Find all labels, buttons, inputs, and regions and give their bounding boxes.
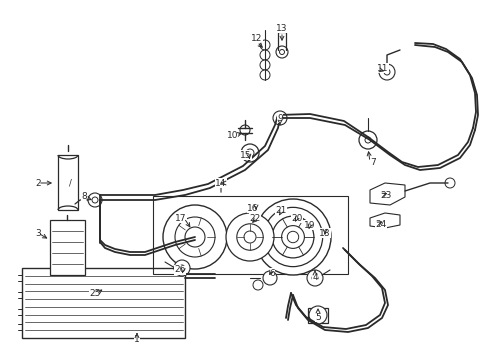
Polygon shape — [370, 213, 400, 228]
Text: 20: 20 — [292, 213, 303, 222]
Circle shape — [260, 60, 270, 70]
Text: 12: 12 — [251, 33, 263, 42]
Text: 6: 6 — [269, 269, 275, 278]
Circle shape — [359, 131, 377, 149]
Circle shape — [263, 207, 322, 267]
Circle shape — [309, 306, 327, 324]
Circle shape — [273, 111, 287, 125]
Circle shape — [92, 197, 98, 203]
Polygon shape — [370, 183, 405, 205]
Circle shape — [272, 216, 314, 258]
Circle shape — [185, 227, 205, 247]
Text: 1: 1 — [134, 336, 140, 345]
Circle shape — [287, 231, 299, 243]
Circle shape — [174, 260, 190, 276]
Text: 4: 4 — [312, 274, 318, 283]
Text: 24: 24 — [375, 220, 387, 229]
Text: /: / — [69, 178, 72, 187]
Circle shape — [244, 231, 256, 243]
Text: 21: 21 — [275, 206, 287, 215]
Text: 7: 7 — [370, 158, 376, 166]
Text: 13: 13 — [276, 23, 288, 32]
Circle shape — [226, 213, 274, 261]
Text: 2: 2 — [35, 179, 41, 188]
Circle shape — [240, 125, 250, 135]
Circle shape — [282, 226, 304, 248]
Circle shape — [246, 149, 254, 157]
Text: 16: 16 — [247, 203, 259, 212]
Bar — [308, 308, 328, 323]
Polygon shape — [22, 268, 185, 338]
Text: 8: 8 — [81, 192, 87, 201]
Text: 19: 19 — [304, 220, 316, 230]
Circle shape — [241, 144, 259, 162]
Circle shape — [279, 50, 285, 54]
Circle shape — [255, 199, 331, 275]
Text: 23: 23 — [380, 190, 392, 199]
Circle shape — [175, 217, 215, 257]
Circle shape — [365, 137, 371, 143]
Bar — [50, 220, 85, 275]
Circle shape — [263, 271, 277, 285]
Circle shape — [260, 40, 270, 50]
Circle shape — [253, 280, 263, 290]
Circle shape — [307, 270, 323, 286]
Circle shape — [384, 69, 390, 75]
Circle shape — [88, 193, 102, 207]
Circle shape — [179, 265, 185, 271]
Circle shape — [276, 46, 288, 58]
Text: 9: 9 — [277, 113, 283, 122]
Text: 22: 22 — [249, 213, 261, 222]
Circle shape — [260, 70, 270, 80]
Circle shape — [445, 178, 455, 188]
Text: 3: 3 — [35, 229, 41, 238]
Text: 18: 18 — [319, 229, 331, 238]
Circle shape — [260, 50, 270, 60]
Circle shape — [277, 115, 283, 121]
Text: 11: 11 — [377, 63, 389, 72]
Text: 26: 26 — [174, 266, 186, 274]
Text: 10: 10 — [227, 131, 239, 140]
Text: 25: 25 — [89, 288, 100, 297]
Text: 14: 14 — [215, 179, 227, 188]
Circle shape — [163, 205, 227, 269]
Circle shape — [237, 224, 263, 250]
Text: 5: 5 — [315, 312, 321, 321]
Text: 17: 17 — [175, 213, 187, 222]
Bar — [153, 196, 348, 274]
Bar — [58, 155, 78, 210]
Text: 15: 15 — [240, 150, 252, 159]
Circle shape — [379, 64, 395, 80]
Circle shape — [312, 275, 318, 281]
